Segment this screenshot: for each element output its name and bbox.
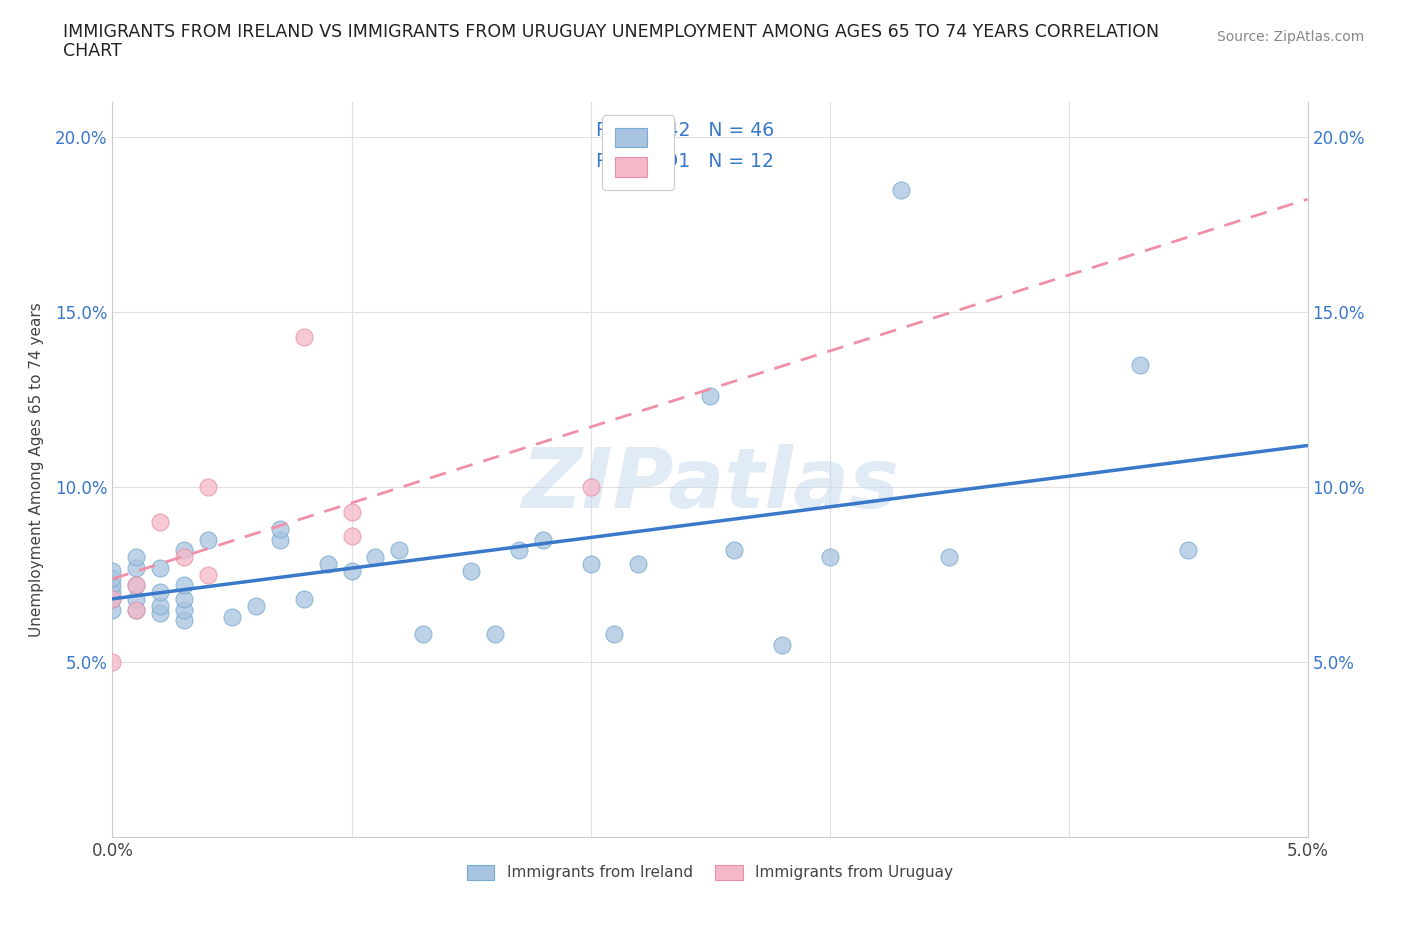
Text: ZIPatlas: ZIPatlas — [522, 444, 898, 525]
Point — [579, 480, 602, 495]
Point — [484, 627, 506, 642]
Point — [125, 578, 148, 592]
Point — [101, 571, 124, 586]
Point — [149, 585, 172, 600]
Point — [627, 557, 650, 572]
Point — [197, 532, 219, 547]
Legend: Immigrants from Ireland, Immigrants from Uruguay: Immigrants from Ireland, Immigrants from… — [460, 857, 960, 888]
Text: Source: ZipAtlas.com: Source: ZipAtlas.com — [1216, 30, 1364, 44]
Point — [125, 602, 148, 617]
Point — [125, 560, 148, 575]
Point — [723, 543, 745, 558]
Point — [412, 627, 434, 642]
Point — [101, 602, 124, 617]
Point — [269, 522, 291, 537]
Point — [101, 591, 124, 606]
Point — [292, 329, 315, 344]
Point — [531, 532, 554, 547]
Point — [173, 543, 195, 558]
Point — [1177, 543, 1199, 558]
Point — [125, 550, 148, 565]
Point — [603, 627, 626, 642]
Point — [197, 567, 219, 582]
Point — [197, 480, 219, 495]
Point — [508, 543, 530, 558]
Text: CHART: CHART — [63, 42, 122, 60]
Y-axis label: Unemployment Among Ages 65 to 74 years: Unemployment Among Ages 65 to 74 years — [30, 302, 44, 637]
Point — [221, 609, 243, 624]
Point — [388, 543, 411, 558]
Point — [149, 560, 172, 575]
Point — [364, 550, 387, 565]
Point — [149, 514, 172, 529]
Point — [818, 550, 841, 565]
Point — [149, 605, 172, 620]
Point — [890, 182, 912, 197]
Point — [460, 564, 482, 578]
Point — [770, 637, 793, 652]
Point — [101, 564, 124, 578]
Point — [125, 591, 148, 606]
Point — [173, 602, 195, 617]
Point — [340, 504, 363, 519]
Text: IMMIGRANTS FROM IRELAND VS IMMIGRANTS FROM URUGUAY UNEMPLOYMENT AMONG AGES 65 TO: IMMIGRANTS FROM IRELAND VS IMMIGRANTS FR… — [63, 23, 1160, 41]
Point — [340, 528, 363, 543]
Point — [579, 557, 602, 572]
Point — [173, 550, 195, 565]
Point — [245, 599, 267, 614]
Point — [149, 599, 172, 614]
Text: R = 0.591   N = 12: R = 0.591 N = 12 — [596, 152, 775, 170]
Point — [1129, 357, 1152, 372]
Text: R = 0.242   N = 46: R = 0.242 N = 46 — [596, 121, 775, 140]
Point — [101, 585, 124, 600]
Point — [292, 591, 315, 606]
Point — [173, 591, 195, 606]
Point — [269, 532, 291, 547]
Point — [125, 602, 148, 617]
Point — [101, 591, 124, 606]
Point — [340, 564, 363, 578]
Point — [101, 578, 124, 592]
Point — [938, 550, 960, 565]
Point — [173, 578, 195, 592]
Point — [173, 613, 195, 628]
Point — [699, 389, 721, 404]
Point — [101, 655, 124, 670]
Point — [125, 578, 148, 592]
Point — [316, 557, 339, 572]
